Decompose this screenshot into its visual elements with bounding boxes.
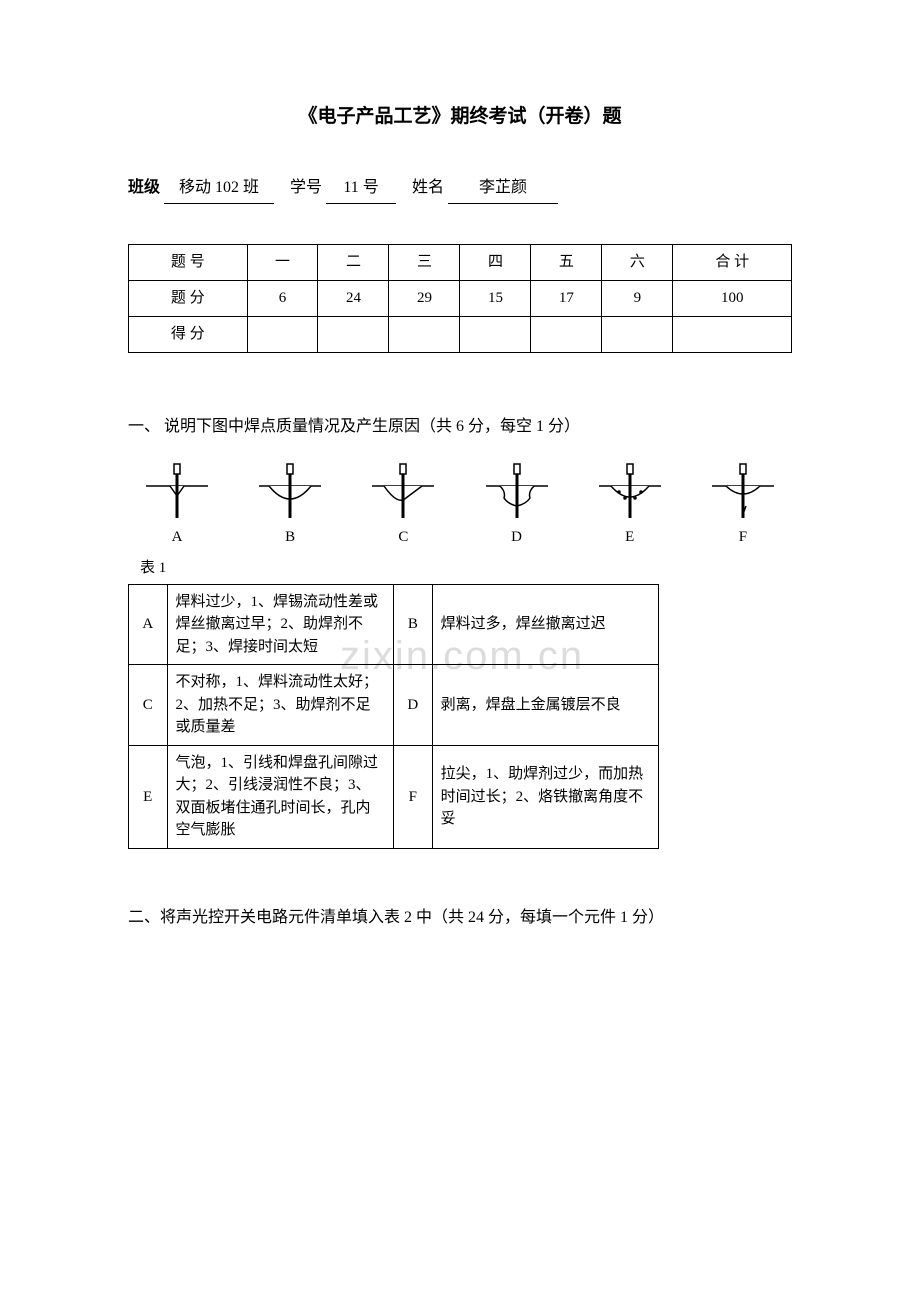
diagram-e: E <box>585 462 675 551</box>
student-info: 班级 移动 102 班 学号 11 号 姓名 李芷颜 <box>128 174 792 204</box>
score-cell: 15 <box>460 280 531 316</box>
solder-joint-f-icon <box>704 462 782 522</box>
name-label: 姓名 <box>412 179 444 196</box>
id-value: 11 号 <box>326 174 396 204</box>
answer-text: 气泡，1、引线和焊盘孔间隙过大；2、引线浸润性不良；3、双面板堵住通孔时间长，孔… <box>167 745 394 848</box>
score-header-cell: 三 <box>389 244 460 280</box>
solder-joint-a-icon <box>138 462 216 522</box>
id-label: 学号 <box>290 179 322 196</box>
score-header-cell: 合 计 <box>673 244 792 280</box>
diagram-c: C <box>358 462 448 551</box>
score-table-points-row: 题 分 6 24 29 15 17 9 100 <box>129 280 792 316</box>
answer-key: B <box>394 584 433 665</box>
score-cell: 6 <box>247 280 318 316</box>
score-table-header-row: 题 号 一 二 三 四 五 六 合 计 <box>129 244 792 280</box>
score-header-cell: 五 <box>531 244 602 280</box>
solder-joint-e-icon <box>591 462 669 522</box>
diagram-b: B <box>245 462 335 551</box>
score-cell <box>673 316 792 352</box>
score-cell <box>531 316 602 352</box>
solder-joint-b-icon <box>251 462 329 522</box>
score-header-cell: 六 <box>602 244 673 280</box>
score-table-got-row: 得 分 <box>129 316 792 352</box>
solder-diagrams: A B C <box>128 462 792 551</box>
q2-heading: 二、将声光控开关电路元件清单填入表 2 中（共 24 分，每填一个元件 1 分） <box>128 899 792 937</box>
score-cell <box>389 316 460 352</box>
score-cell <box>318 316 389 352</box>
answer-text: 剥离，焊盘上金属镀层不良 <box>432 665 659 746</box>
answer-text: 焊料过多，焊丝撤离过迟 <box>432 584 659 665</box>
solder-joint-c-icon <box>364 462 442 522</box>
diagram-label: F <box>739 524 747 551</box>
page-title: 《电子产品工艺》期终考试（开卷）题 <box>128 100 792 134</box>
score-table: 题 号 一 二 三 四 五 六 合 计 题 分 6 24 29 15 17 9 … <box>128 244 792 353</box>
score-header-cell: 四 <box>460 244 531 280</box>
score-cell: 9 <box>602 280 673 316</box>
class-value: 移动 102 班 <box>164 174 274 204</box>
score-header-cell: 二 <box>318 244 389 280</box>
diagram-label: D <box>511 524 522 551</box>
score-cell: 题 分 <box>129 280 248 316</box>
class-label: 班级 <box>128 179 160 196</box>
name-value: 李芷颜 <box>448 174 558 204</box>
score-cell <box>247 316 318 352</box>
diagram-f: F <box>698 462 788 551</box>
answer-text: 拉尖，1、助焊剂过少，而加热时间过长；2、烙铁撤离角度不妥 <box>432 745 659 848</box>
table-row: A 焊料过少，1、焊锡流动性差或焊丝撤离过早；2、助焊剂不足；3、焊接时间太短 … <box>129 584 659 665</box>
answer-key: E <box>129 745 168 848</box>
score-cell: 17 <box>531 280 602 316</box>
diagram-a: A <box>132 462 222 551</box>
answer-key: C <box>129 665 168 746</box>
diagram-label: E <box>625 524 634 551</box>
score-cell <box>602 316 673 352</box>
diagram-label: C <box>398 524 408 551</box>
score-header-cell: 一 <box>247 244 318 280</box>
score-cell: 29 <box>389 280 460 316</box>
diagram-label: A <box>172 524 183 551</box>
score-header-cell: 题 号 <box>129 244 248 280</box>
score-cell: 得 分 <box>129 316 248 352</box>
q1-table-caption: 表 1 <box>140 555 792 582</box>
table-row: C 不对称，1、焊料流动性太好；2、加热不足；3、助焊剂不足或质量差 D 剥离，… <box>129 665 659 746</box>
table-row: E 气泡，1、引线和焊盘孔间隙过大；2、引线浸润性不良；3、双面板堵住通孔时间长… <box>129 745 659 848</box>
answer-text: 焊料过少，1、焊锡流动性差或焊丝撤离过早；2、助焊剂不足；3、焊接时间太短 <box>167 584 394 665</box>
diagram-d: D <box>472 462 562 551</box>
answer-key: D <box>394 665 433 746</box>
solder-joint-d-icon <box>478 462 556 522</box>
answer-key: A <box>129 584 168 665</box>
answer-text: 不对称，1、焊料流动性太好；2、加热不足；3、助焊剂不足或质量差 <box>167 665 394 746</box>
q1-answer-table: A 焊料过少，1、焊锡流动性差或焊丝撤离过早；2、助焊剂不足；3、焊接时间太短 … <box>128 584 659 849</box>
score-cell <box>460 316 531 352</box>
score-cell: 24 <box>318 280 389 316</box>
answer-key: F <box>394 745 433 848</box>
q1-heading: 一、 说明下图中焊点质量情况及产生原因（共 6 分，每空 1 分） <box>128 413 792 442</box>
score-cell: 100 <box>673 280 792 316</box>
diagram-label: B <box>285 524 295 551</box>
